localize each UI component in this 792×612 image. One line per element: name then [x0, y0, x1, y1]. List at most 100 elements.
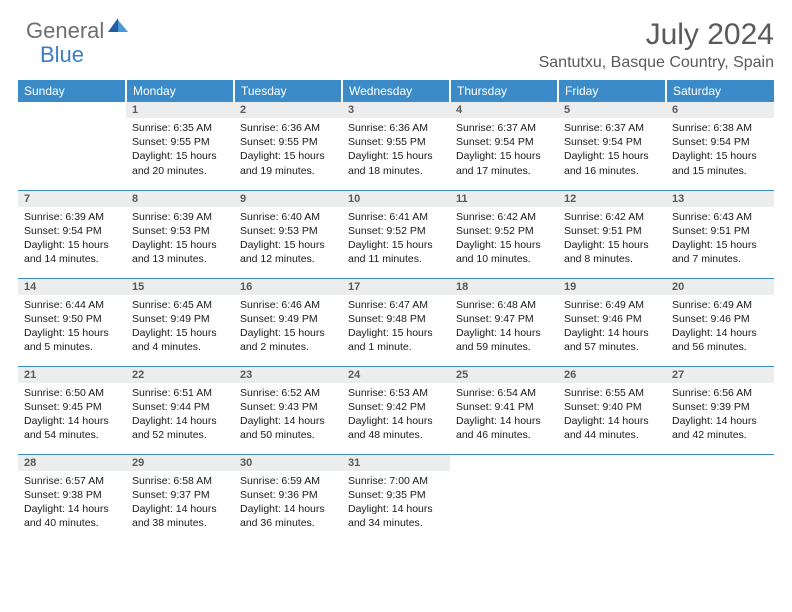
logo-blue-row: Blue — [40, 42, 84, 68]
sunrise-text: Sunrise: 6:52 AM — [240, 386, 336, 400]
day-details: Sunrise: 6:54 AMSunset: 9:41 PMDaylight:… — [450, 383, 558, 447]
calendar-head: Sunday Monday Tuesday Wednesday Thursday… — [18, 80, 774, 102]
day-number: 15 — [126, 279, 234, 295]
day-number: 25 — [450, 367, 558, 383]
day-details: Sunrise: 6:49 AMSunset: 9:46 PMDaylight:… — [666, 295, 774, 359]
day-details: Sunrise: 6:42 AMSunset: 9:51 PMDaylight:… — [558, 207, 666, 271]
day-number: 17 — [342, 279, 450, 295]
day-number: 16 — [234, 279, 342, 295]
day-number: 29 — [126, 455, 234, 471]
sunset-text: Sunset: 9:54 PM — [672, 135, 768, 149]
daylight-line1: Daylight: 15 hours — [24, 326, 120, 340]
sunset-text: Sunset: 9:47 PM — [456, 312, 552, 326]
day-number: 10 — [342, 191, 450, 207]
daylight-line2: and 10 minutes. — [456, 252, 552, 266]
calendar-cell — [450, 454, 558, 542]
calendar-cell — [558, 454, 666, 542]
daylight-line2: and 56 minutes. — [672, 340, 768, 354]
day-details: Sunrise: 6:39 AMSunset: 9:53 PMDaylight:… — [126, 207, 234, 271]
day-number: 23 — [234, 367, 342, 383]
daylight-line1: Daylight: 15 hours — [564, 238, 660, 252]
daylight-line2: and 11 minutes. — [348, 252, 444, 266]
daylight-line1: Daylight: 14 hours — [564, 326, 660, 340]
weekday-header: Friday — [558, 80, 666, 102]
daylight-line1: Daylight: 15 hours — [348, 326, 444, 340]
daylight-line2: and 48 minutes. — [348, 428, 444, 442]
daylight-line2: and 54 minutes. — [24, 428, 120, 442]
weekday-header: Wednesday — [342, 80, 450, 102]
daylight-line1: Daylight: 15 hours — [348, 238, 444, 252]
sunrise-text: Sunrise: 6:56 AM — [672, 386, 768, 400]
day-details: Sunrise: 7:00 AMSunset: 9:35 PMDaylight:… — [342, 471, 450, 535]
calendar-cell: 29Sunrise: 6:58 AMSunset: 9:37 PMDayligh… — [126, 454, 234, 542]
calendar-cell: 26Sunrise: 6:55 AMSunset: 9:40 PMDayligh… — [558, 366, 666, 454]
sunrise-text: Sunrise: 6:58 AM — [132, 474, 228, 488]
daylight-line1: Daylight: 14 hours — [672, 326, 768, 340]
sunset-text: Sunset: 9:54 PM — [564, 135, 660, 149]
daylight-line2: and 7 minutes. — [672, 252, 768, 266]
daylight-line2: and 44 minutes. — [564, 428, 660, 442]
daylight-line2: and 36 minutes. — [240, 516, 336, 530]
sunset-text: Sunset: 9:44 PM — [132, 400, 228, 414]
calendar-cell — [666, 454, 774, 542]
daylight-line2: and 59 minutes. — [456, 340, 552, 354]
sunset-text: Sunset: 9:40 PM — [564, 400, 660, 414]
day-details: Sunrise: 6:45 AMSunset: 9:49 PMDaylight:… — [126, 295, 234, 359]
sunset-text: Sunset: 9:55 PM — [348, 135, 444, 149]
sunset-text: Sunset: 9:48 PM — [348, 312, 444, 326]
day-details: Sunrise: 6:56 AMSunset: 9:39 PMDaylight:… — [666, 383, 774, 447]
daylight-line2: and 57 minutes. — [564, 340, 660, 354]
daylight-line2: and 20 minutes. — [132, 164, 228, 178]
day-details: Sunrise: 6:36 AMSunset: 9:55 PMDaylight:… — [342, 118, 450, 182]
logo: General — [18, 18, 132, 44]
day-number: 28 — [18, 455, 126, 471]
day-details: Sunrise: 6:42 AMSunset: 9:52 PMDaylight:… — [450, 207, 558, 271]
calendar-cell: 19Sunrise: 6:49 AMSunset: 9:46 PMDayligh… — [558, 278, 666, 366]
daylight-line2: and 5 minutes. — [24, 340, 120, 354]
daylight-line1: Daylight: 15 hours — [240, 326, 336, 340]
day-details: Sunrise: 6:59 AMSunset: 9:36 PMDaylight:… — [234, 471, 342, 535]
calendar-table: Sunday Monday Tuesday Wednesday Thursday… — [18, 80, 774, 542]
daylight-line1: Daylight: 15 hours — [672, 238, 768, 252]
calendar-cell: 14Sunrise: 6:44 AMSunset: 9:50 PMDayligh… — [18, 278, 126, 366]
daylight-line2: and 38 minutes. — [132, 516, 228, 530]
calendar-cell: 8Sunrise: 6:39 AMSunset: 9:53 PMDaylight… — [126, 190, 234, 278]
day-details: Sunrise: 6:39 AMSunset: 9:54 PMDaylight:… — [18, 207, 126, 271]
daylight-line2: and 50 minutes. — [240, 428, 336, 442]
day-number: 3 — [342, 102, 450, 118]
sunrise-text: Sunrise: 6:37 AM — [456, 121, 552, 135]
calendar-week: 1Sunrise: 6:35 AMSunset: 9:55 PMDaylight… — [18, 102, 774, 190]
calendar-cell: 20Sunrise: 6:49 AMSunset: 9:46 PMDayligh… — [666, 278, 774, 366]
title-block: July 2024 Santutxu, Basque Country, Spai… — [539, 18, 774, 72]
sunrise-text: Sunrise: 6:35 AM — [132, 121, 228, 135]
logo-text-blue: Blue — [40, 42, 84, 67]
logo-flag-icon — [108, 18, 130, 41]
day-details: Sunrise: 6:50 AMSunset: 9:45 PMDaylight:… — [18, 383, 126, 447]
calendar-body: 1Sunrise: 6:35 AMSunset: 9:55 PMDaylight… — [18, 102, 774, 542]
sunset-text: Sunset: 9:51 PM — [564, 224, 660, 238]
sunset-text: Sunset: 9:49 PM — [132, 312, 228, 326]
daylight-line2: and 42 minutes. — [672, 428, 768, 442]
day-details: Sunrise: 6:55 AMSunset: 9:40 PMDaylight:… — [558, 383, 666, 447]
sunset-text: Sunset: 9:50 PM — [24, 312, 120, 326]
day-details: Sunrise: 6:58 AMSunset: 9:37 PMDaylight:… — [126, 471, 234, 535]
sunset-text: Sunset: 9:36 PM — [240, 488, 336, 502]
weekday-header: Thursday — [450, 80, 558, 102]
daylight-line1: Daylight: 14 hours — [348, 502, 444, 516]
sunset-text: Sunset: 9:39 PM — [672, 400, 768, 414]
day-number: 11 — [450, 191, 558, 207]
daylight-line1: Daylight: 15 hours — [456, 238, 552, 252]
daylight-line2: and 2 minutes. — [240, 340, 336, 354]
daylight-line1: Daylight: 14 hours — [132, 414, 228, 428]
day-number — [558, 455, 666, 459]
sunrise-text: Sunrise: 6:57 AM — [24, 474, 120, 488]
calendar-cell: 17Sunrise: 6:47 AMSunset: 9:48 PMDayligh… — [342, 278, 450, 366]
calendar-cell: 1Sunrise: 6:35 AMSunset: 9:55 PMDaylight… — [126, 102, 234, 190]
calendar-cell: 3Sunrise: 6:36 AMSunset: 9:55 PMDaylight… — [342, 102, 450, 190]
daylight-line1: Daylight: 15 hours — [672, 149, 768, 163]
calendar-cell: 22Sunrise: 6:51 AMSunset: 9:44 PMDayligh… — [126, 366, 234, 454]
sunrise-text: Sunrise: 6:41 AM — [348, 210, 444, 224]
day-number: 22 — [126, 367, 234, 383]
sunrise-text: Sunrise: 6:50 AM — [24, 386, 120, 400]
calendar-cell: 18Sunrise: 6:48 AMSunset: 9:47 PMDayligh… — [450, 278, 558, 366]
